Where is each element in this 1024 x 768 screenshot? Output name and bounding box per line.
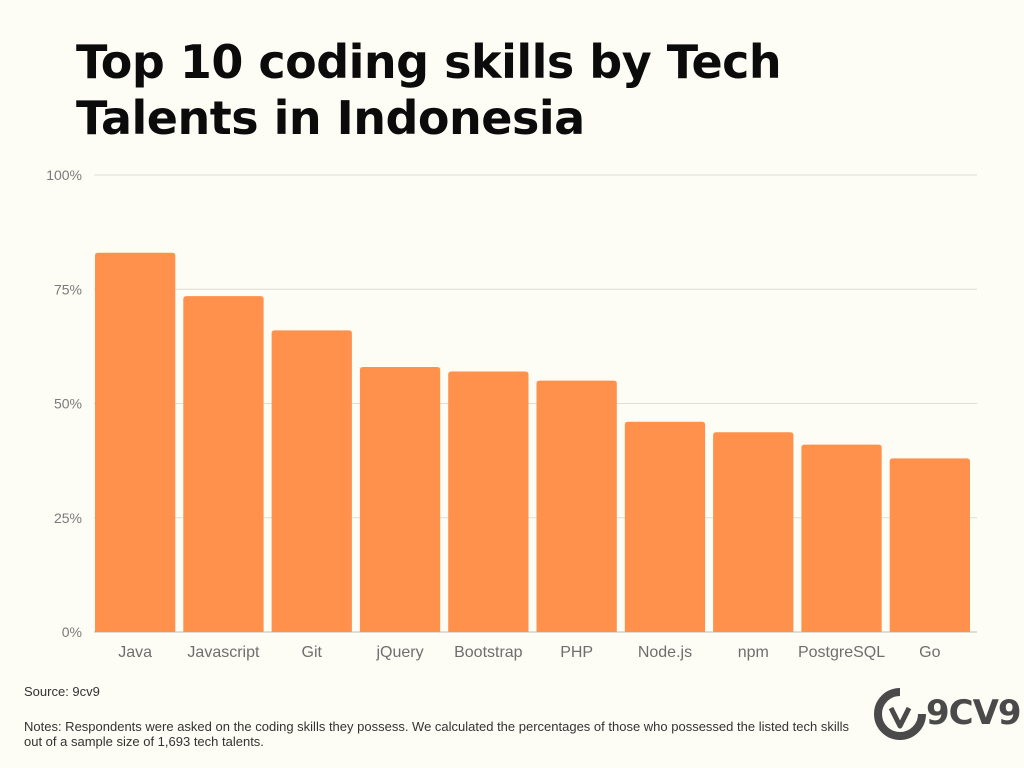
x-tick-label: Bootstrap	[454, 644, 523, 661]
y-axis-ticks: 0% 25% 50% 75% 100%	[46, 167, 82, 640]
x-tick-label: Javascript	[187, 644, 260, 661]
y-tick-label: 0%	[62, 624, 82, 640]
y-tick-label: 100%	[46, 167, 82, 183]
chart-title: Top 10 coding skills by Tech Talents in …	[76, 35, 782, 145]
source-note: Source: 9cv9	[24, 684, 100, 699]
bar-go	[889, 458, 970, 632]
bar-git	[271, 330, 352, 632]
bars	[95, 252, 970, 632]
bar-npm	[713, 432, 794, 632]
bar-javascript	[183, 296, 264, 632]
x-tick-label: Go	[919, 644, 940, 661]
x-tick-label: Node.js	[638, 644, 692, 661]
x-tick-label: PostgreSQL	[798, 644, 885, 661]
brand-logo: 9CV9	[870, 684, 1022, 744]
logo-text: 9CV9	[926, 693, 1022, 733]
bar-java	[95, 252, 176, 632]
x-tick-label: PHP	[560, 644, 593, 661]
x-tick-label: Java	[118, 644, 152, 661]
bar-php	[536, 380, 617, 632]
bar-bootstrap	[448, 371, 529, 632]
x-axis-ticks: Java Javascript Git jQuery Bootstrap PHP Node.…	[118, 644, 940, 661]
bar-node-js	[624, 421, 706, 632]
y-tick-label: 50%	[54, 396, 82, 412]
bar-jquery	[359, 366, 441, 632]
notes-text: Notes: Respondents were asked on the cod…	[24, 719, 849, 749]
x-tick-label: Git	[302, 644, 323, 661]
x-tick-label: jQuery	[375, 644, 423, 661]
y-tick-label: 75%	[54, 281, 82, 297]
y-tick-label: 25%	[54, 510, 82, 526]
bar-postgresql	[801, 444, 882, 632]
9cv9-logo-icon	[874, 688, 926, 740]
x-tick-label: npm	[738, 644, 769, 661]
